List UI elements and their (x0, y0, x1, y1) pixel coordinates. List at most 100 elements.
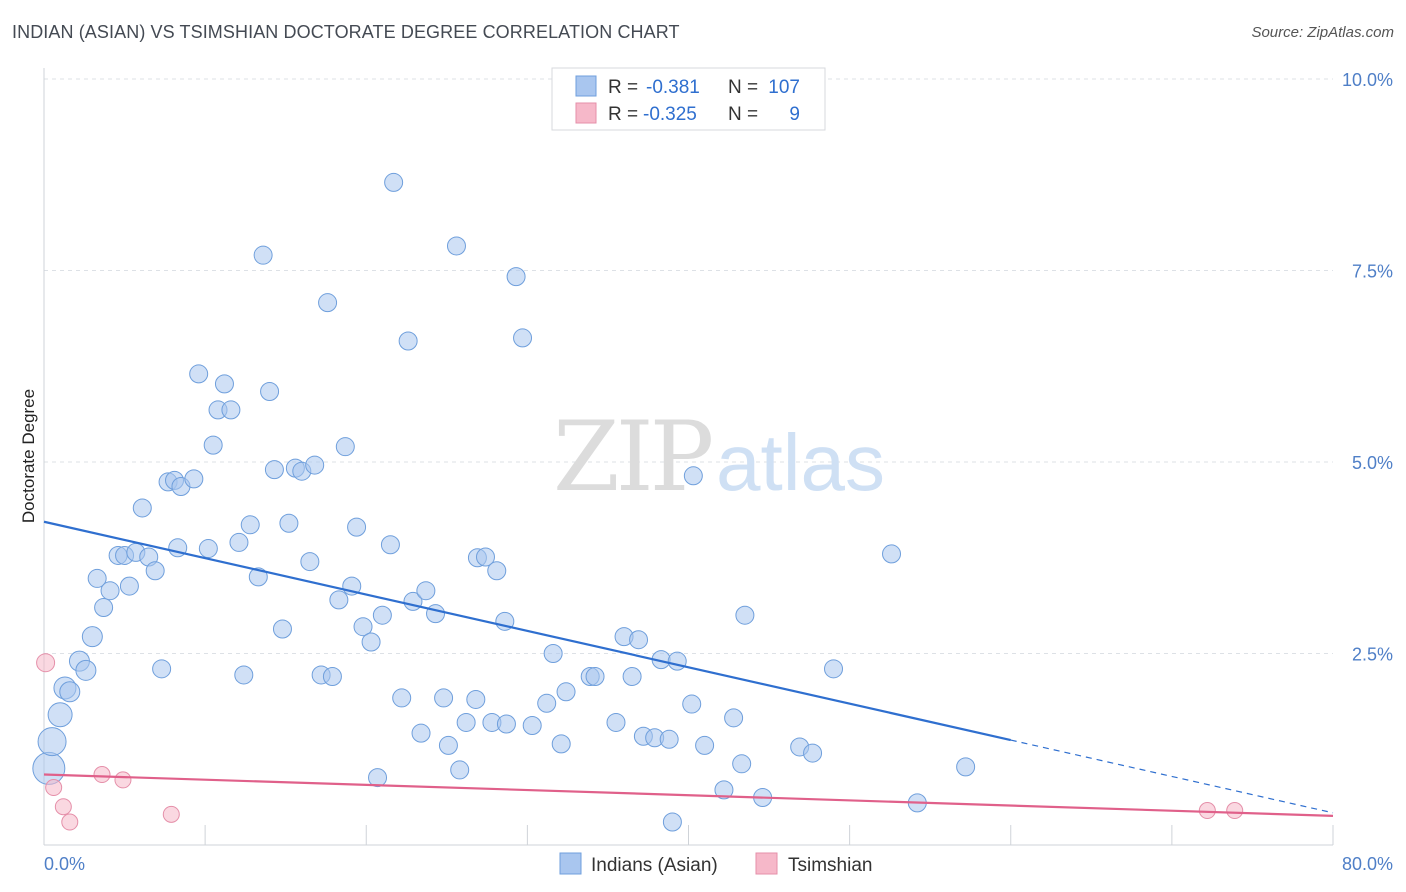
indian-point-62 (434, 688, 454, 708)
indian-point-85 (622, 666, 642, 686)
tsimshian-point-5 (114, 771, 132, 789)
indian-point-45 (322, 666, 342, 686)
legend-r-value-1: -0.381 (646, 77, 700, 98)
indian-point-103 (824, 659, 844, 679)
tsimshian-point-4 (93, 766, 111, 784)
indian-point-29 (221, 400, 241, 420)
indian-point-78 (543, 644, 563, 663)
tsimshian-point-7 (1198, 802, 1216, 820)
legend-n-value-2: 9 (789, 104, 800, 125)
indian-point-38 (279, 513, 299, 533)
indian-point-77 (537, 693, 557, 713)
indian-point-24 (189, 364, 209, 384)
tsimshian-point-0 (36, 653, 56, 673)
indian-point-30 (229, 532, 249, 552)
indian-point-47 (335, 437, 355, 457)
legend-n-value-1: 107 (768, 77, 800, 98)
legend-swatch-indians (575, 75, 597, 97)
watermark-atlas: atlas (716, 418, 885, 507)
indian-point-51 (361, 632, 381, 652)
indian-point-52 (368, 768, 388, 788)
indian-point-99 (735, 605, 755, 625)
indian-point-23 (184, 469, 204, 489)
x-tick-label-max: 80.0% (1342, 854, 1393, 874)
indian-point-1 (37, 727, 67, 757)
indian-point-31 (234, 665, 254, 685)
indian-point-53 (372, 605, 392, 625)
indian-point-65 (450, 760, 470, 780)
indian-point-28 (214, 374, 234, 394)
indian-point-96 (714, 780, 734, 800)
indian-point-102 (803, 743, 823, 763)
indian-point-37 (272, 619, 292, 639)
indian-point-79 (551, 734, 571, 754)
legend-swatch-tsimshian (575, 102, 597, 124)
indian-point-10 (100, 581, 120, 601)
indian-point-57 (398, 331, 418, 351)
indian-point-42 (305, 455, 325, 475)
indian-point-73 (496, 714, 516, 734)
indian-point-34 (253, 245, 273, 265)
legend-r-label-1: R = (608, 77, 638, 98)
indian-point-56 (392, 688, 412, 708)
indian-point-36 (264, 460, 284, 480)
tsimshian-point-2 (54, 798, 72, 816)
indian-point-106 (956, 757, 976, 777)
bottom-legend-label-tsimshian: Tsimshian (788, 855, 872, 876)
indian-point-17 (145, 561, 165, 581)
bottom-legend-swatch-tsimshian (755, 852, 778, 875)
legend-n-label-1: N = (728, 77, 758, 98)
indian-point-15 (132, 498, 152, 518)
indian-point-50 (353, 617, 373, 637)
bottom-legend: Indians (Asian) Tsimshian (559, 852, 872, 876)
indian-point-95 (695, 735, 715, 755)
indian-point-75 (513, 328, 533, 348)
tsimshian-point-8 (1226, 802, 1244, 820)
y-tick-label-0: 2.5% (1352, 645, 1393, 665)
indian-point-33 (248, 567, 268, 587)
indian-point-63 (438, 735, 458, 755)
chart-title: INDIAN (ASIAN) VS TSIMSHIAN DOCTORATE DE… (12, 22, 680, 42)
y-axis-title: Doctorate Degree (19, 389, 38, 523)
indian-point-82 (585, 666, 605, 686)
trend-line-extension-indians (1010, 739, 1334, 814)
indian-point-61 (426, 604, 446, 624)
legend-r-value-2: -0.325 (643, 104, 697, 125)
indian-point-64 (446, 236, 466, 256)
indian-point-7 (81, 626, 103, 648)
indian-point-41 (300, 552, 320, 572)
y-tick-labels: 2.5% 5.0% 7.5% 10.0% (1342, 70, 1393, 665)
indian-point-54 (380, 535, 400, 555)
indian-point-35 (260, 382, 280, 402)
indian-point-98 (732, 754, 752, 774)
legend-box: R = -0.381 N = 107 R = -0.325 N = 9 (551, 67, 826, 131)
watermark-zip: ZIP (553, 401, 712, 513)
indian-point-6 (75, 659, 97, 681)
tsimshian-point-1 (45, 779, 63, 797)
indian-point-92 (667, 651, 687, 671)
indian-point-71 (487, 561, 507, 581)
series-indians-asian-points (32, 172, 976, 832)
indian-point-94 (683, 466, 703, 486)
indian-point-44 (318, 293, 338, 313)
x-tick-marks (204, 825, 1334, 845)
indian-point-66 (456, 712, 476, 732)
indian-point-55 (384, 172, 404, 192)
indian-point-86 (629, 630, 649, 650)
watermark: ZIP atlas (553, 401, 885, 513)
indian-point-46 (329, 590, 349, 610)
trend-line-indians (43, 520, 1011, 742)
indian-point-83 (606, 712, 626, 732)
trend-lines (43, 520, 1334, 817)
y-tick-label-2: 7.5% (1352, 262, 1393, 282)
indian-point-18 (152, 659, 172, 679)
indian-point-26 (203, 435, 223, 455)
grid-lines (44, 78, 1333, 654)
indian-point-32 (240, 515, 260, 535)
indian-point-13 (119, 576, 139, 596)
indian-point-74 (506, 267, 526, 287)
indian-point-90 (659, 729, 679, 749)
y-tick-label-1: 5.0% (1352, 453, 1393, 473)
indian-point-69 (475, 547, 495, 567)
